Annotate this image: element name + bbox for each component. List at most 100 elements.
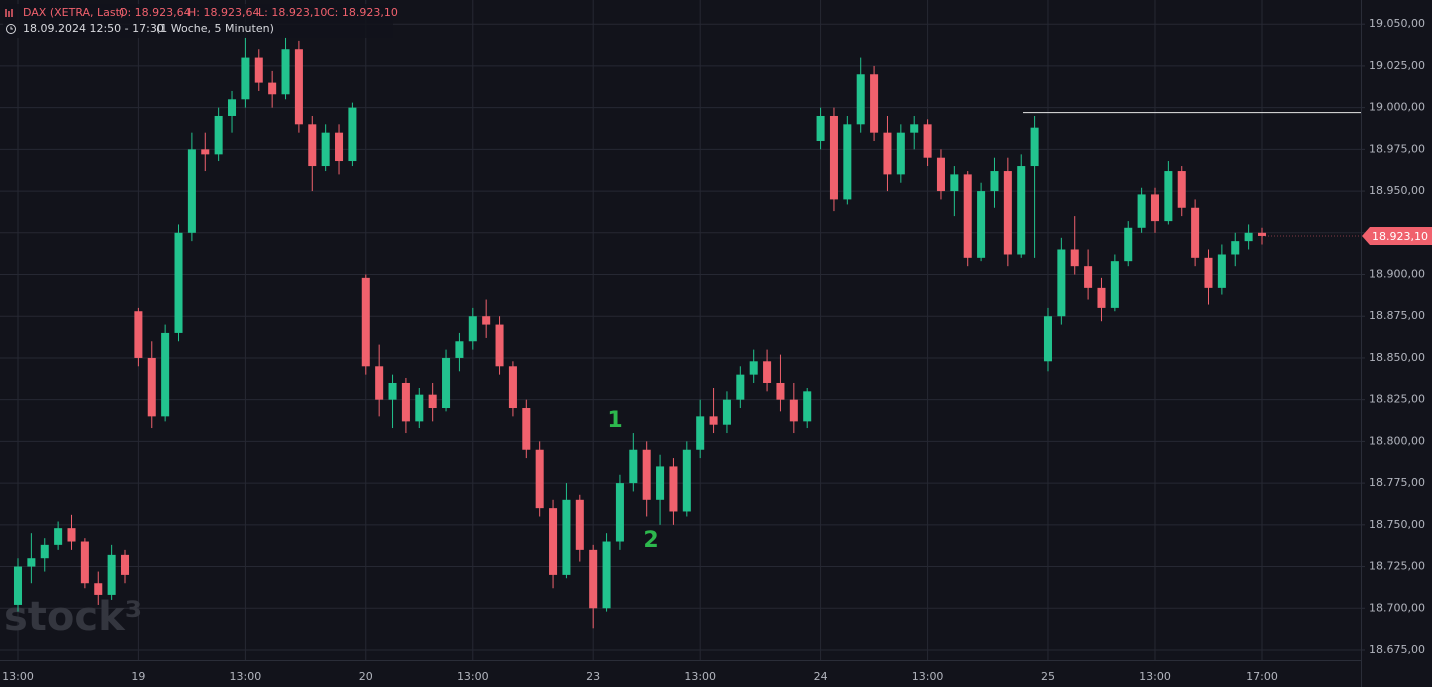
candle-body: [54, 528, 63, 545]
candle-body: [1003, 171, 1012, 255]
candle-body: [1084, 266, 1093, 288]
candle-body: [562, 499, 571, 575]
candle-body: [40, 544, 49, 559]
candle-body: [321, 132, 330, 167]
candle-body: [602, 541, 611, 609]
y-tick-label: 18.975,00: [1369, 142, 1425, 155]
x-tick-label: 25: [1041, 670, 1055, 683]
y-tick-label: 18.900,00: [1369, 268, 1425, 281]
candle-body: [174, 232, 183, 333]
candle-body: [990, 171, 999, 192]
candle-body: [936, 157, 945, 192]
y-tick-label: 19.000,00: [1369, 101, 1425, 114]
candle-body: [1177, 171, 1186, 208]
candle-body: [1097, 287, 1106, 308]
candle-body: [522, 408, 531, 450]
x-tick-label: 20: [359, 670, 373, 683]
symbol-icon: [5, 9, 13, 17]
candle-body: [187, 149, 196, 233]
candle-body: [94, 583, 103, 595]
y-tick-label: 18.725,00: [1369, 560, 1425, 573]
candle-body: [1043, 316, 1052, 362]
candle-body: [696, 416, 705, 450]
y-tick-label: 18.850,00: [1369, 351, 1425, 364]
y-tick-label: 18.800,00: [1369, 434, 1425, 447]
candle-body: [308, 124, 317, 167]
candle-body: [549, 508, 558, 575]
candle-body: [361, 277, 370, 367]
candle-body: [1110, 261, 1119, 308]
clock-icon: [6, 24, 16, 34]
candle-body: [950, 174, 959, 192]
candle-body: [656, 466, 665, 500]
x-tick-label: 13:00: [684, 670, 716, 683]
candle-body: [883, 132, 892, 175]
annotation: 1: [607, 408, 622, 433]
candle-body: [13, 566, 23, 605]
candle-body: [120, 554, 130, 575]
candle-body: [1257, 232, 1267, 236]
candle-body: [27, 558, 36, 567]
symbol-title: DAX (XETRA, Last): [23, 6, 124, 19]
x-tick-label: 13:00: [2, 670, 34, 683]
x-tick-label: 13:00: [912, 670, 944, 683]
candle-body: [709, 416, 718, 425]
candle-body: [669, 466, 678, 512]
y-tick-label: 18.825,00: [1369, 393, 1425, 406]
candle-body: [856, 74, 865, 125]
candle-body: [147, 357, 156, 417]
candle-body: [843, 124, 852, 200]
candle-body: [1231, 241, 1240, 255]
grid: [0, 0, 1361, 660]
candle-body: [575, 499, 584, 550]
candle-body: [201, 149, 210, 155]
candle-body: [107, 554, 116, 595]
candle-body: [281, 49, 290, 95]
ohlc-label: C: 18.923,10: [327, 6, 398, 19]
candle-body: [896, 132, 905, 175]
candle-body: [401, 382, 410, 422]
candle-body: [776, 382, 785, 400]
candle-body: [1191, 207, 1200, 258]
candle-body: [535, 449, 544, 509]
candle-body: [80, 541, 89, 584]
candle-body: [468, 316, 477, 342]
candle-body: [749, 361, 758, 375]
x-tick-label: 17:00: [1246, 670, 1278, 683]
last-price-tag: [1362, 226, 1432, 245]
candle-body: [415, 394, 424, 422]
header: DAX (XETRA, Last) O: 18.923,64 H: 18.923…: [3, 4, 398, 38]
y-tick-label: 18.950,00: [1369, 184, 1425, 197]
candle-body: [736, 374, 745, 400]
y-tick-label: 19.050,00: [1369, 17, 1425, 30]
x-tick-label: 23: [586, 670, 600, 683]
y-tick-label: 19.025,00: [1369, 59, 1425, 72]
candle-body: [294, 49, 303, 125]
candle-body: [829, 115, 838, 200]
candle-body: [482, 316, 491, 325]
candle-body: [789, 399, 798, 422]
x-tick-label: 19: [131, 670, 145, 683]
last-price-label: 18.923,10: [1372, 230, 1428, 243]
x-tick-label: 13:00: [1139, 670, 1171, 683]
y-tick-label: 18.875,00: [1369, 309, 1425, 322]
candle-body: [254, 57, 263, 83]
candle-body: [214, 115, 223, 155]
candle-body: [763, 361, 772, 383]
candle-body: [977, 191, 986, 258]
candle-body: [1164, 171, 1173, 222]
candle-body: [722, 399, 731, 425]
y-tick-label: 18.675,00: [1369, 643, 1425, 656]
candle-body: [1244, 232, 1253, 242]
candle-body: [1017, 166, 1026, 255]
candle-body: [1057, 249, 1066, 317]
annotation: 2: [643, 528, 658, 553]
candle-body: [67, 528, 76, 542]
candle-body: [268, 82, 277, 95]
candle-body: [803, 391, 812, 422]
candle-body: [923, 124, 932, 158]
candle-body: [428, 394, 437, 409]
clock-icon: [10, 26, 13, 30]
candle-body: [134, 311, 143, 358]
